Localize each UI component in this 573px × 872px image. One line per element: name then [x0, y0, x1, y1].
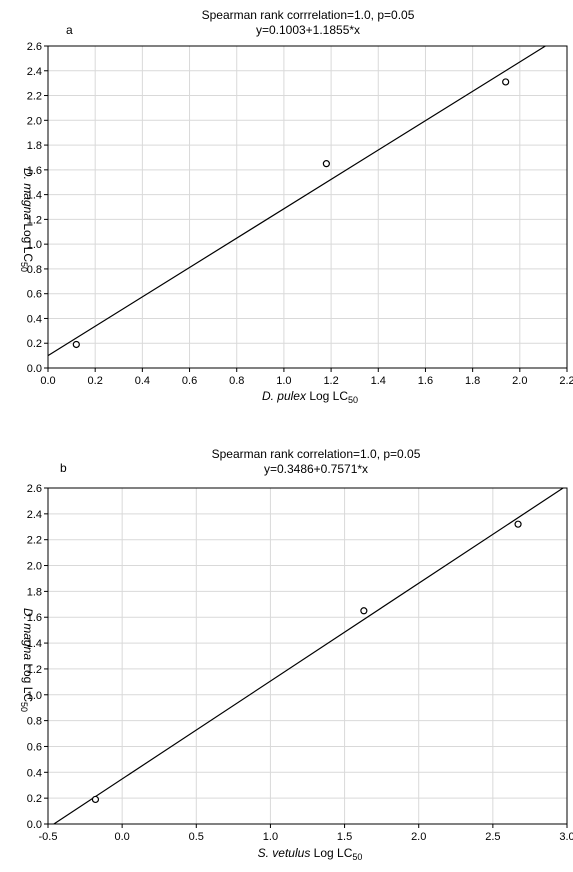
panel-b-y-tick-label: 1.4: [27, 638, 42, 650]
panel-a-x-tick-label: 1.8: [465, 375, 480, 387]
panel-a-y-tick-label: 1.0: [27, 239, 42, 251]
panel-b-y-tick-label: 0.6: [27, 741, 42, 753]
panel-b-y-tick-label: 0.4: [27, 767, 42, 779]
panel-a-y-tick-label: 1.6: [27, 165, 42, 177]
panel-a-x-tick-label: 1.6: [418, 375, 433, 387]
panel-b-y-tick-label: 2.0: [27, 561, 42, 573]
panel-a-y-tick-label: 0.6: [27, 289, 42, 301]
panel-b-x-axis-label-species: S. vetulus: [258, 846, 311, 860]
panel-b-y-tick-label: 2.4: [27, 509, 42, 521]
panel-a-y-tick-label: 0.0: [27, 363, 42, 375]
panel-b-x-tick-label: 0.0: [114, 831, 129, 843]
panel-a-fit-line: [47, 45, 546, 357]
panel-b-y-tick-label: 0.8: [27, 716, 42, 728]
panel-b-y-axis-label: D. magna Log LC50: [19, 608, 35, 712]
panel-b-x-tick-label: -0.5: [39, 831, 58, 843]
panel-a-x-tick-label: 0.2: [88, 375, 103, 387]
panel-a-x-ticks: 0.0 0.2 0.4 0.6 0.8 1.0 1.2 1.4 1.6 1.8 2.0 2.2: [40, 368, 573, 387]
panel-a-x-tick-label: 0.8: [229, 375, 244, 387]
panel-a-x-tick-label: 0.0: [40, 375, 55, 387]
panel-b-points: [91, 520, 522, 804]
panel-a-y-tick-label: 0.8: [27, 264, 42, 276]
panel-b-x-tick-label: 1.0: [263, 831, 278, 843]
panel-a-y-axis-label-measure: Log LC: [21, 220, 35, 262]
panel-b-data-point: [360, 607, 368, 615]
panel-b-x-tick-label: 2.5: [485, 831, 500, 843]
panel-b-grid: [48, 488, 567, 824]
panel-b-x-tick-label: 2.0: [411, 831, 426, 843]
panel-b-y-axis-label-species: D. magna: [21, 608, 35, 660]
panel-b-x-axis-label-measure: Log LC: [310, 846, 352, 860]
panel-b-x-axis-label: S. vetulus Log LC50: [258, 846, 363, 862]
panel-b-title: Spearman rank correlation=1.0, p=0.05: [212, 447, 421, 461]
panel-a-x-tick-label: 0.6: [182, 375, 197, 387]
panel-a-x-axis-label-sub: 50: [348, 395, 358, 405]
panel-a-y-tick-label: 1.8: [27, 140, 42, 152]
panel-b-x-ticks: -0.5 0.0 0.5 1.0 1.5 2.0 2.5 3.0: [39, 824, 573, 843]
panel-a-y-ticks: 0.0 0.2 0.4 0.6 0.8 1.0 1.2 1.4 1.6 1.8 2.0 2.2 2.4 2…: [27, 41, 48, 375]
panel-b-y-tick-label: 0.2: [27, 793, 42, 805]
panel-a-y-tick-label: 2.4: [27, 66, 42, 78]
panel-b-label: b: [60, 461, 67, 475]
panel-b-y-tick-label: 1.8: [27, 586, 42, 598]
panel-a-x-axis-label: D. pulex Log LC50: [262, 389, 358, 405]
panel-b-y-tick-label: 2.6: [27, 483, 42, 495]
panel-a-x-axis-label-measure: Log LC: [306, 389, 348, 403]
panel-b-x-tick-label: 3.0: [559, 831, 573, 843]
panel-b-y-tick-label: 1.2: [27, 664, 42, 676]
panel-a-points: [72, 78, 510, 349]
panel-b: Spearman rank correlation=1.0, p=0.05 y=…: [19, 447, 573, 862]
panel-a-y-tick-label: 2.0: [27, 115, 42, 127]
panel-a-x-tick-label: 1.2: [323, 375, 338, 387]
panel-a-title: Spearman rank corrrelation=1.0, p=0.05: [202, 8, 415, 22]
panel-a-data-point: [322, 160, 330, 168]
panel-a-y-tick-label: 0.4: [27, 313, 42, 325]
panel-b-equation: y=0.3486+0.7571*x: [264, 462, 368, 476]
panel-a-x-tick-label: 2.0: [512, 375, 527, 387]
panel-a: Spearman rank corrrelation=1.0, p=0.05 y…: [19, 8, 573, 405]
panel-a-grid: [48, 46, 567, 368]
panel-b-fit-line: [53, 487, 564, 825]
panel-b-y-axis-label-sub: 50: [19, 702, 29, 712]
panel-b-data-point: [91, 795, 100, 804]
panel-b-x-tick-label: 1.5: [337, 831, 352, 843]
panel-a-y-axis-label: D. magna Log LC50: [19, 168, 35, 272]
panel-b-y-tick-label: 2.2: [27, 535, 42, 547]
panel-a-x-tick-label: 1.0: [276, 375, 291, 387]
panel-a-plot-frame: [47, 45, 568, 369]
panel-b-y-tick-label: 1.0: [27, 690, 42, 702]
panel-a-y-axis-label-sub: 50: [19, 262, 29, 272]
panel-a-y-tick-label: 0.2: [27, 338, 42, 350]
panel-b-y-tick-label: 0.0: [27, 819, 42, 831]
panel-a-x-axis-label-species: D. pulex: [262, 389, 307, 403]
panel-a-equation: y=0.1003+1.1855*x: [256, 23, 360, 37]
panel-a-data-point: [72, 340, 80, 349]
panel-b-y-ticks: 0.0 0.2 0.4 0.6 0.8 1.0 1.2 1.4 1.6 1.8 2.0 2.2 2.4 2…: [27, 483, 48, 831]
panel-a-label: a: [66, 23, 73, 37]
panel-a-x-tick-label: 1.4: [371, 375, 386, 387]
panel-b-y-axis-label-measure: Log LC: [21, 660, 35, 702]
panel-a-x-tick-label: 2.2: [559, 375, 573, 387]
panel-a-y-tick-label: 2.6: [27, 41, 42, 53]
panel-b-data-point: [514, 520, 522, 528]
panel-a-data-point: [502, 78, 510, 86]
panel-a-x-tick-label: 0.4: [135, 375, 150, 387]
panel-a-y-axis-label-species: D. magna: [21, 168, 35, 220]
panel-b-plot-frame: [47, 487, 568, 825]
panel-b-y-tick-label: 1.6: [27, 612, 42, 624]
panel-a-y-tick-label: 1.4: [27, 190, 42, 202]
panel-a-y-tick-label: 2.2: [27, 91, 42, 103]
panel-b-x-axis-label-sub: 50: [352, 852, 362, 862]
panel-a-y-tick-label: 1.2: [27, 214, 42, 226]
panel-b-x-tick-label: 0.5: [189, 831, 204, 843]
